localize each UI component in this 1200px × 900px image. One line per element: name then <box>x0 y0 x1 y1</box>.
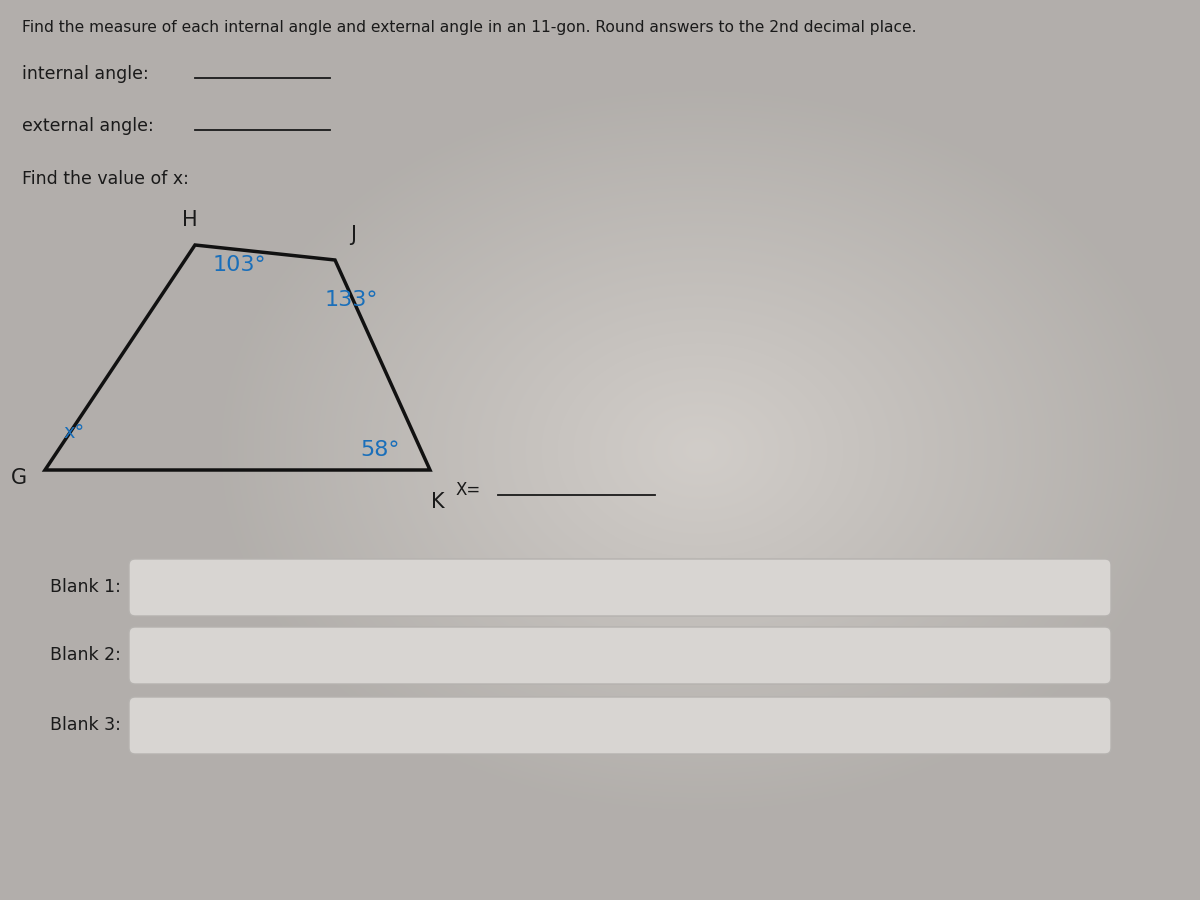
Text: K: K <box>431 492 445 512</box>
Text: Blank 2:: Blank 2: <box>50 646 121 664</box>
Text: 133°: 133° <box>325 290 378 310</box>
Text: 58°: 58° <box>360 440 400 460</box>
Text: Blank 3:: Blank 3: <box>50 716 121 734</box>
Text: Blank 1:: Blank 1: <box>50 579 121 597</box>
FancyBboxPatch shape <box>130 627 1111 684</box>
Text: X=: X= <box>455 481 480 499</box>
FancyBboxPatch shape <box>130 559 1111 616</box>
Text: external angle:: external angle: <box>22 117 154 135</box>
Text: Find the measure of each internal angle and external angle in an 11-gon. Round a: Find the measure of each internal angle … <box>22 20 917 35</box>
Text: H: H <box>182 210 198 230</box>
Text: G: G <box>11 468 28 488</box>
Text: J: J <box>350 225 356 245</box>
Text: Find the value of x:: Find the value of x: <box>22 170 188 188</box>
Text: x°: x° <box>64 423 84 442</box>
Text: internal angle:: internal angle: <box>22 65 149 83</box>
FancyBboxPatch shape <box>130 697 1111 754</box>
Text: 103°: 103° <box>214 255 266 275</box>
